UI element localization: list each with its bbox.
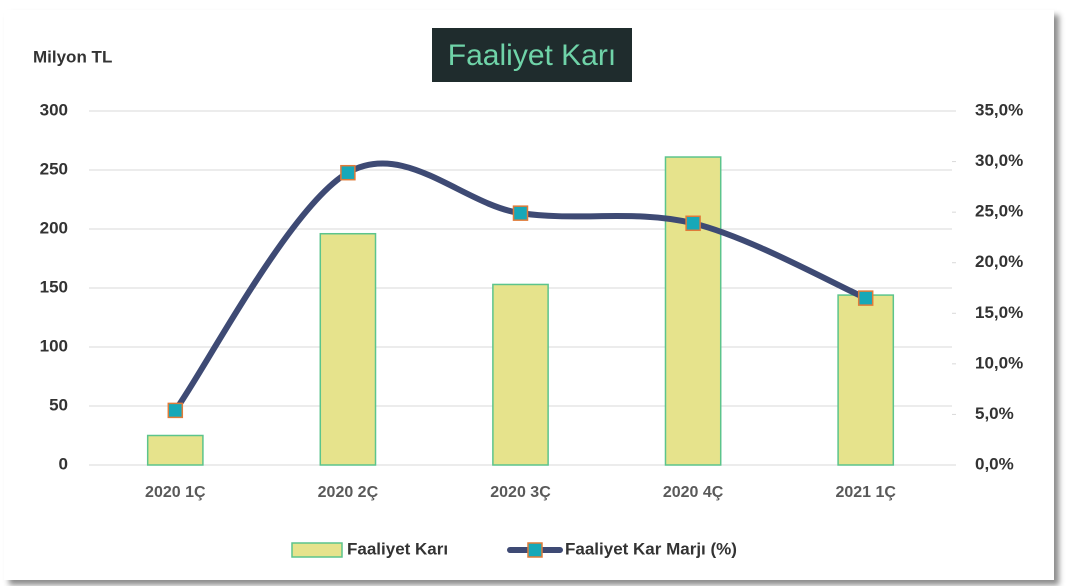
marker — [340, 164, 356, 181]
y2-tick-label: 20,0% — [975, 252, 1023, 271]
y-tick-label: 300 — [40, 100, 68, 119]
x-tick-label: 2020 2Ç — [318, 484, 379, 501]
x-tick-label: 2020 4Ç — [663, 484, 724, 501]
legend-label: Faaliyet Kar Marjı (%) — [565, 539, 737, 558]
y-tick-label: 100 — [40, 336, 68, 355]
title-box — [432, 28, 632, 82]
marker — [167, 402, 184, 419]
bar — [146, 434, 204, 466]
legend-label: Faaliyet Karı — [347, 539, 448, 558]
y-tick-label: 200 — [40, 218, 68, 237]
y2-tick-label: 25,0% — [975, 202, 1023, 221]
marker — [685, 215, 701, 232]
y2-tick-label: 10,0% — [975, 353, 1023, 372]
marker — [857, 290, 874, 306]
y2-tick-label: 5,0% — [975, 404, 1014, 423]
y-tick-label: 50 — [49, 395, 68, 414]
bar — [319, 232, 377, 466]
y-tick-label: 150 — [40, 277, 68, 296]
line — [172, 160, 869, 414]
y-tick-label: 0 — [59, 454, 68, 473]
x-tick-label: 2021 1Ç — [835, 484, 896, 501]
x-tick-label: 2020 3Ç — [490, 484, 551, 501]
bar — [664, 156, 722, 466]
chart-title: Faaliyet Karı — [448, 39, 616, 72]
legend-marker — [527, 542, 543, 558]
marker — [512, 205, 529, 221]
y2-tick-label: 30,0% — [975, 151, 1023, 170]
bar — [837, 294, 895, 466]
y2-tick-label: 15,0% — [975, 303, 1023, 322]
y2-tick-label: 0,0% — [975, 454, 1014, 473]
bar — [492, 283, 549, 466]
x-tick-label: 2020 1Ç — [145, 484, 206, 501]
legend-swatch — [291, 542, 343, 558]
y-tick-label: 250 — [40, 159, 68, 178]
y-axis-label: Milyon TL — [33, 47, 112, 66]
y2-tick-label: 35,0% — [975, 100, 1023, 119]
